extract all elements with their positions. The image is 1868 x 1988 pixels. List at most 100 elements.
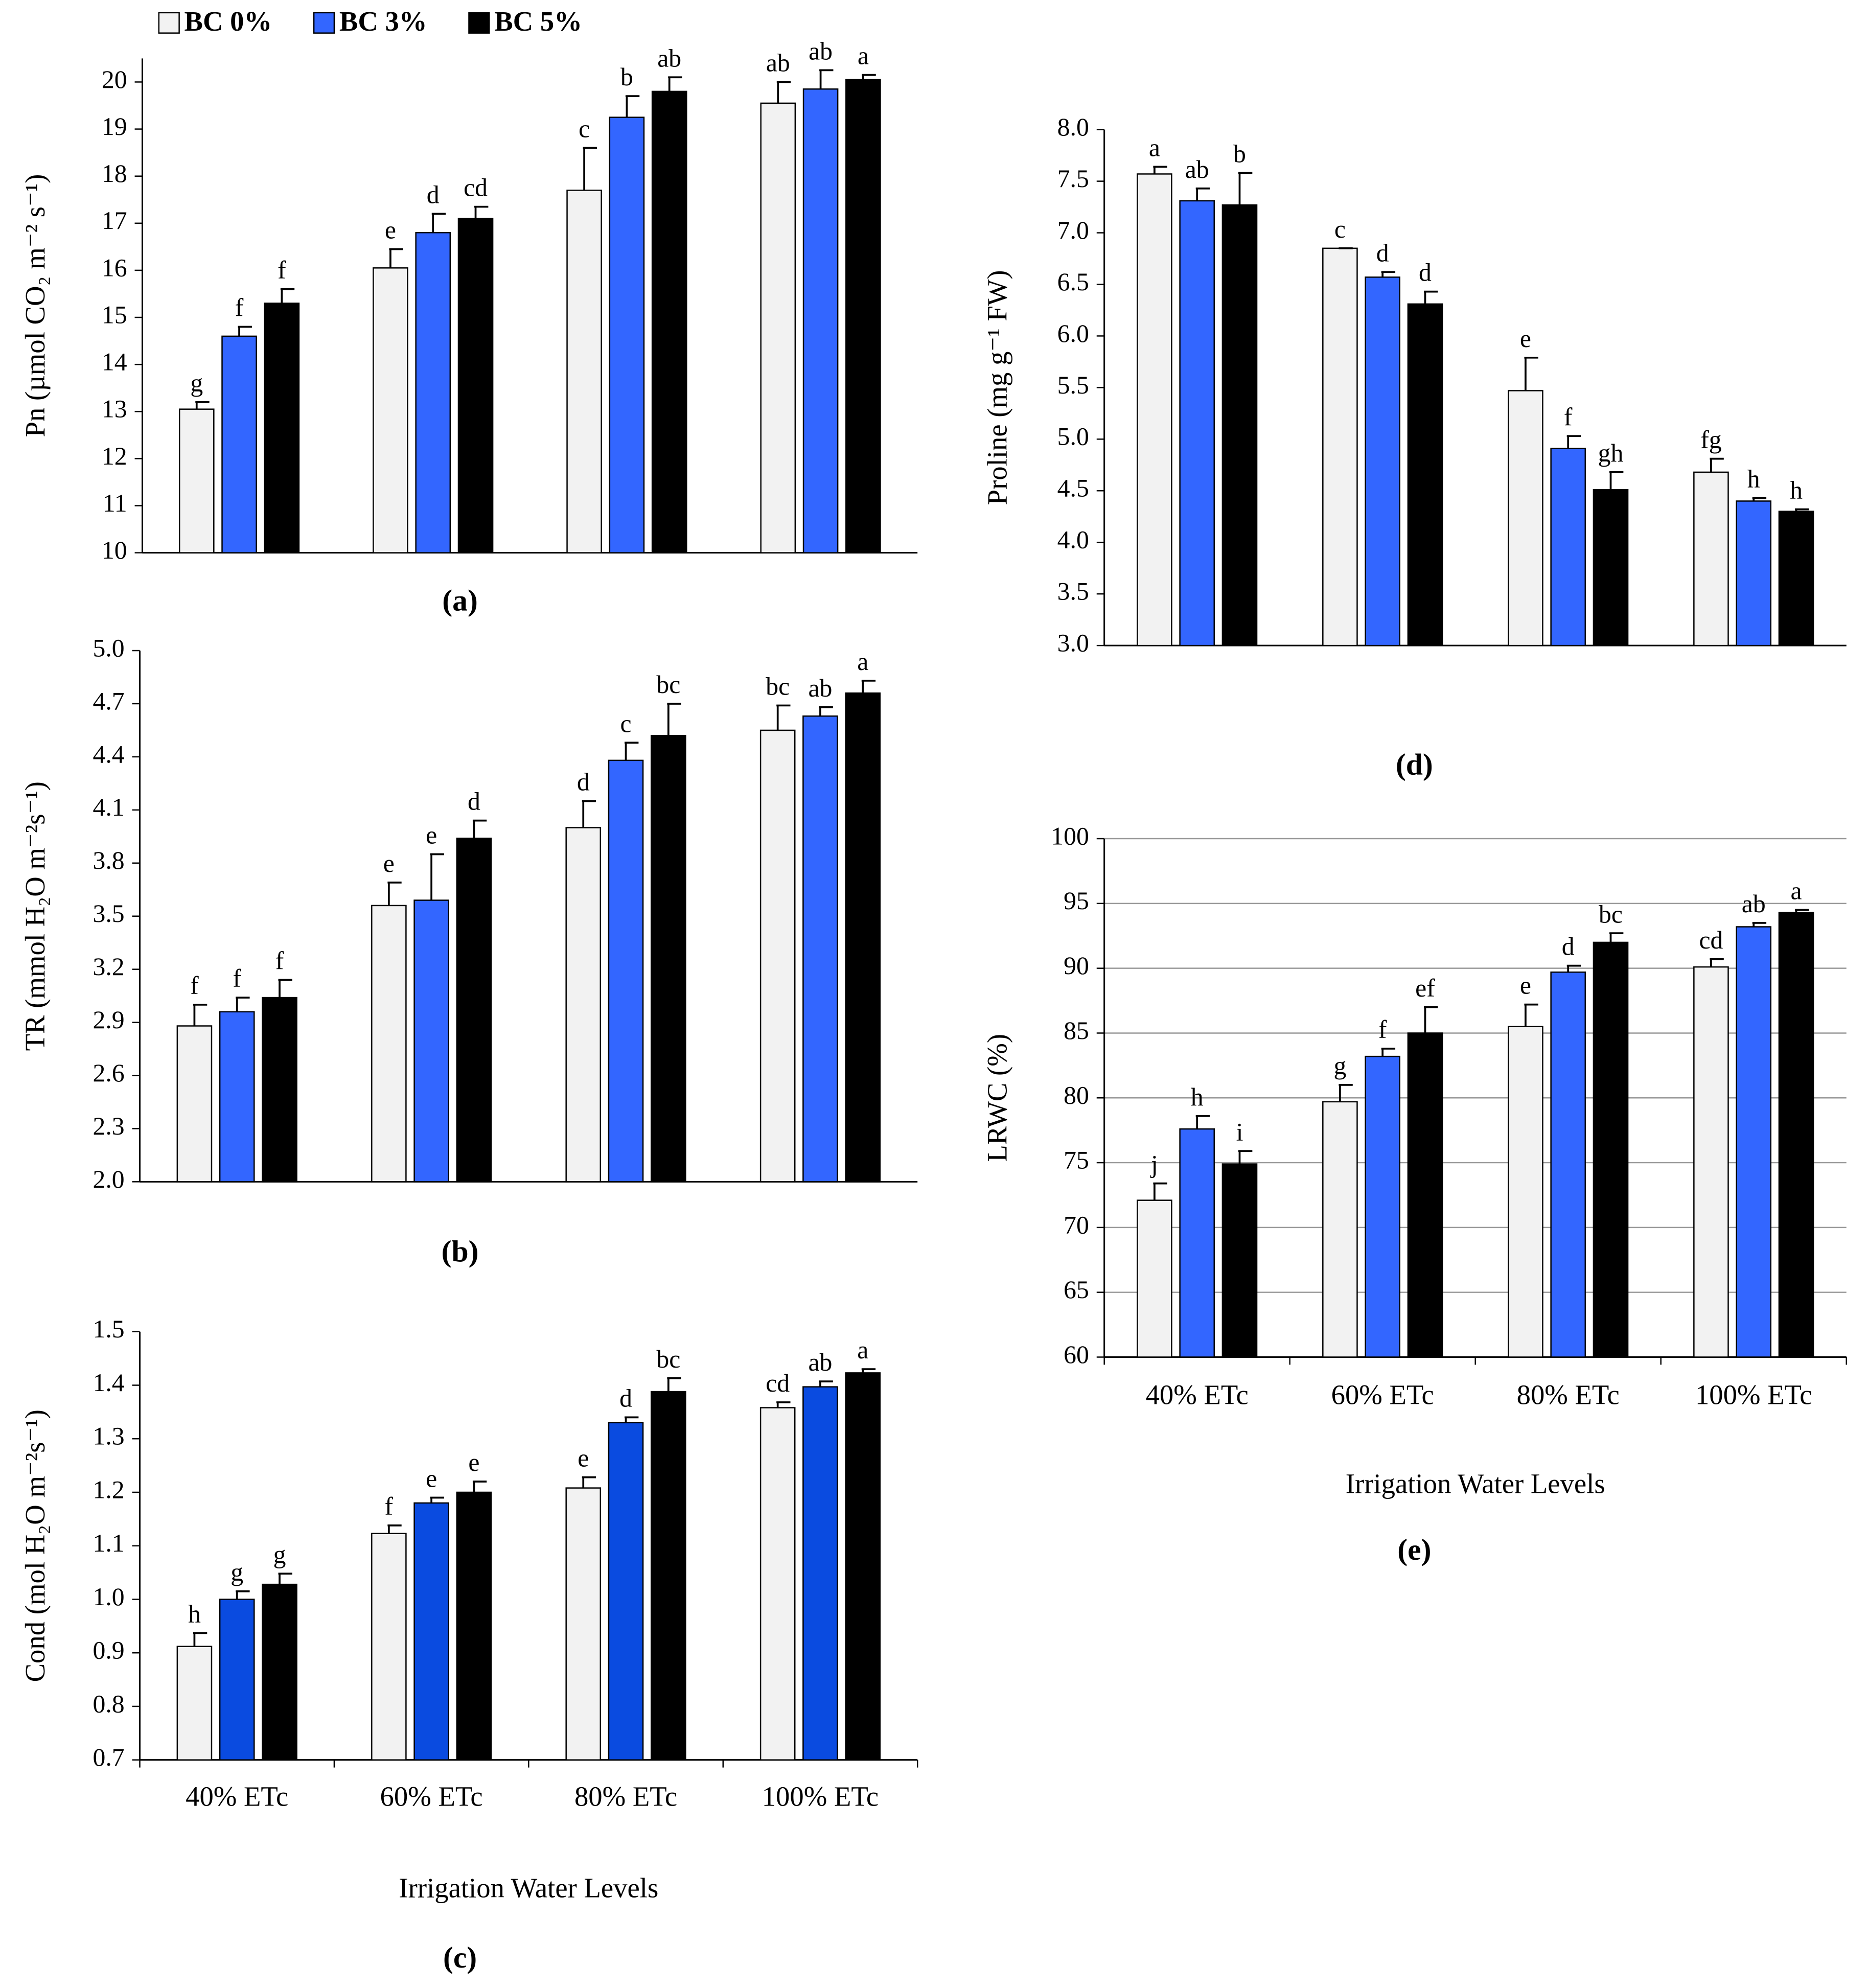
y-tick-label: 2.9 [93,1006,125,1034]
significance-letter: gh [1598,439,1624,467]
significance-letter: i [1236,1118,1243,1146]
y-tick-label: 60 [1064,1340,1089,1369]
error-bar [1566,964,1581,973]
y-tick-label: 4.1 [93,793,125,821]
y-tick-label: 20 [102,65,127,94]
significance-letter: e [383,849,395,877]
y-axis-title: Cond (mol H₂O m⁻²s⁻¹) [19,1409,51,1682]
significance-letter: ab [766,49,790,77]
significance-letter: h [188,1600,201,1628]
bar [1365,276,1401,646]
y-tick-label: 65 [1064,1276,1089,1304]
significance-letter: d [427,180,440,209]
bar [1778,912,1814,1358]
legend-label: BC 0% [185,6,272,37]
significance-letter: d [1419,259,1432,287]
bar [1736,500,1772,646]
bar [1736,926,1772,1358]
bar [1508,390,1543,646]
significance-letter: g [273,1540,286,1568]
error-bar [625,742,639,760]
y-tick-label: 1.3 [93,1422,125,1450]
y-tick-label: 7.0 [1057,216,1089,244]
bar [264,303,300,553]
bar [609,117,645,553]
bar [1693,471,1729,646]
x-tick-label: 100% ETc [1695,1379,1812,1411]
significance-letter: f [385,1492,394,1520]
error-bar [1153,1182,1167,1200]
significance-letter: bc [766,673,790,701]
bar [1221,1163,1258,1358]
x-axis-title: Irrigation Water Levels [399,1872,658,1903]
bar [1693,966,1729,1358]
error-bar [1153,166,1167,174]
y-tick-label: 95 [1064,887,1089,915]
error-bar [1795,508,1809,512]
x-tick-label: 60% ETc [380,1781,483,1812]
error-bar [278,979,292,998]
significance-letter: c [579,114,590,143]
bar [651,1391,686,1761]
error-bar [1752,922,1767,927]
error-bar [861,1368,876,1373]
panel-label: (a) [442,584,478,617]
bar [371,905,407,1183]
significance-letter: a [1149,133,1160,161]
bar [1179,200,1215,646]
significance-letter: g [1333,1052,1346,1080]
bar [802,715,838,1183]
error-bar [667,703,681,736]
significance-letter: a [857,1336,868,1364]
error-bar [1381,271,1396,278]
bar [262,1583,297,1761]
y-tick-label: 19 [102,112,127,141]
y-tick-label: 4.5 [1057,474,1089,502]
y-tick-label: 3.8 [93,846,125,874]
bar [565,1487,602,1761]
significance-letter: f [233,964,241,992]
significance-letter: ab [1742,890,1766,918]
y-tick-label: 4.7 [93,687,125,715]
bar [1593,941,1629,1358]
y-tick-label: 1.5 [93,1315,125,1343]
error-bar [776,1401,791,1408]
bar [1407,303,1443,646]
error-bar [387,882,402,906]
y-tick-label: 1.2 [93,1475,125,1504]
significance-letter: e [1520,325,1531,353]
y-tick-label: 6.5 [1057,268,1089,296]
y-tick-label: 5.0 [93,634,125,662]
significance-letter: f [1378,1015,1387,1044]
error-bar [236,1590,250,1600]
error-bar [583,147,597,191]
significance-letter: cd [464,174,488,202]
y-tick-label: 100 [1051,822,1089,850]
bar [651,735,686,1183]
bar [1593,489,1629,646]
x-tick-label: 80% ETc [1517,1379,1620,1411]
y-axis-title: Pn (µmol CO₂ m⁻² s⁻¹) [19,174,51,437]
bar [1778,511,1814,646]
error-bar [1524,356,1538,391]
error-bar [1424,290,1438,304]
significance-letter: g [230,1558,243,1586]
y-tick-label: 85 [1064,1016,1089,1045]
y-tick-label: 2.6 [93,1059,125,1087]
x-tick-label: 80% ETc [574,1781,677,1812]
bar [373,267,408,553]
significance-letter: bc [656,671,680,699]
bar [608,759,644,1183]
error-bar [862,74,876,80]
significance-letter: f [190,972,199,1000]
significance-letter: ef [1415,974,1435,1002]
bar [651,90,687,553]
error-bar [625,95,640,118]
y-tick-label: 10 [102,536,127,564]
significance-letter: e [578,1444,589,1472]
bar [760,102,796,553]
y-tick-label: 7.5 [1057,165,1089,193]
error-bar [195,401,210,409]
error-bar [238,326,252,336]
